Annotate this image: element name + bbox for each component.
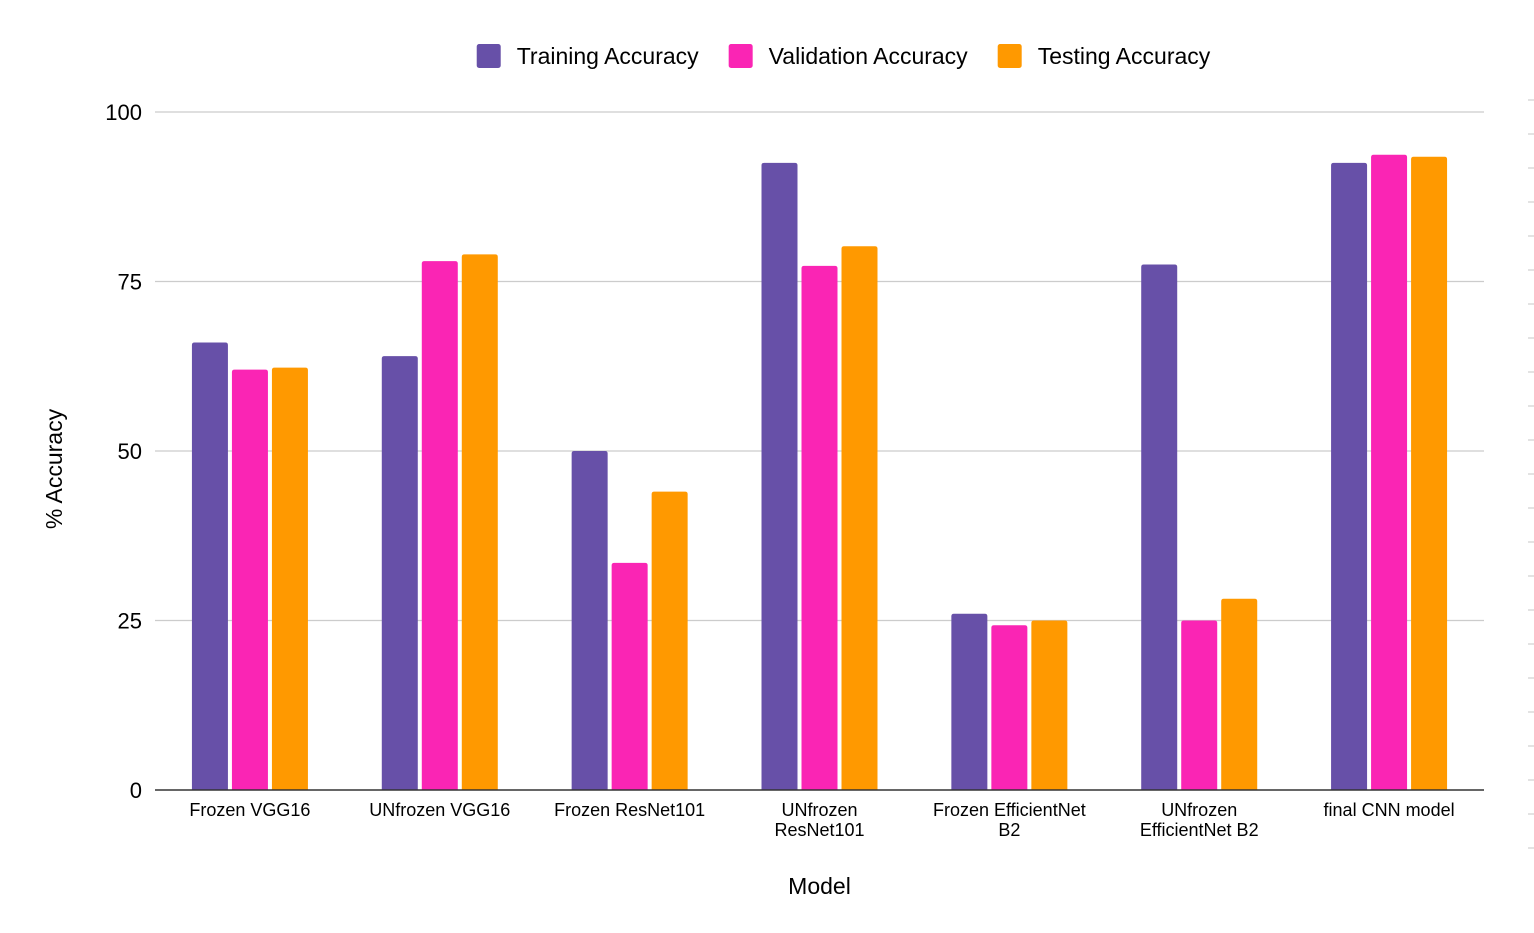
- y-tick-label: 50: [118, 439, 142, 464]
- bar: [271, 367, 308, 790]
- bar: [801, 265, 838, 790]
- y-axis-title: % Accuracy: [41, 408, 67, 529]
- bar: [1031, 620, 1068, 790]
- bar: [761, 162, 798, 791]
- legend-label: Validation Accuracy: [769, 43, 969, 69]
- bar: [841, 246, 878, 790]
- x-tick-label: final CNN model: [1324, 800, 1455, 820]
- bar: [1221, 598, 1258, 790]
- legend-swatch: [997, 44, 1022, 68]
- bar: [1411, 156, 1448, 791]
- bar: [381, 356, 418, 790]
- y-tick-label: 0: [130, 778, 142, 803]
- bar: [1371, 154, 1408, 791]
- x-tick-label: UNfrozen ResNet101: [774, 800, 864, 840]
- y-tick-label: 25: [118, 609, 142, 634]
- x-tick-label: Frozen ResNet101: [554, 800, 705, 820]
- bar: [1181, 620, 1218, 790]
- y-tick-label: 75: [118, 270, 142, 295]
- x-axis-category-labels: Frozen VGG16 UNfrozen VGG16 Frozen ResNet1…: [189, 800, 1454, 840]
- y-axis-ticks: 0 25 50 75 100: [105, 100, 142, 803]
- legend: Training Accuracy Validation Accuracy Test…: [476, 43, 1211, 69]
- legend-label: Testing Accuracy: [1038, 43, 1211, 69]
- legend-swatch: [728, 44, 753, 68]
- right-edge-marks: [1528, 99, 1534, 849]
- bar: [571, 451, 608, 790]
- bar: [231, 369, 268, 790]
- x-tick-label: Frozen EfficientNet B2: [933, 800, 1086, 840]
- bar: [991, 625, 1028, 790]
- bar: [421, 261, 458, 790]
- x-tick-label: UNfrozen EfficientNet B2: [1140, 800, 1259, 840]
- bars: [191, 154, 1448, 791]
- legend-label: Training Accuracy: [517, 43, 699, 69]
- bar: [951, 613, 988, 790]
- bar: [651, 491, 688, 790]
- bar: [461, 254, 498, 790]
- bar: [1331, 162, 1368, 791]
- x-tick-label: UNfrozen VGG16: [369, 800, 510, 820]
- bar: [1141, 264, 1178, 790]
- y-tick-label: 100: [105, 100, 142, 125]
- bar: [611, 562, 648, 790]
- x-tick-label: Frozen VGG16: [189, 800, 310, 820]
- legend-swatch: [476, 44, 501, 68]
- bar: [191, 342, 228, 790]
- x-axis-title: Model: [788, 873, 851, 899]
